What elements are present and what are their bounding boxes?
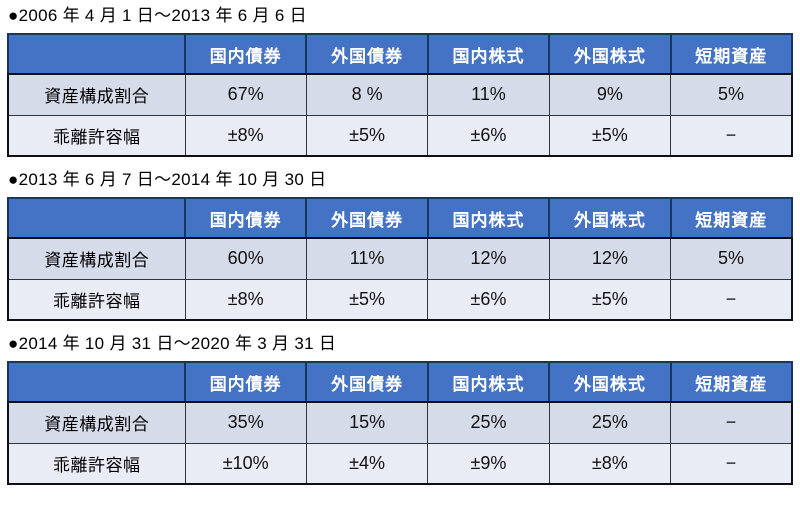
value-cell: 11% bbox=[305, 237, 429, 280]
table-row-tolerance: 乖離許容幅 ±8% ±5% ±6% ±5% − bbox=[7, 278, 793, 321]
column-header-foreign-stocks: 外国株式 bbox=[548, 361, 672, 403]
value-cell: ±5% bbox=[548, 278, 672, 321]
section-title: ●2013 年 6 月 7 日～2014 年 10 月 30 日 bbox=[8, 170, 327, 189]
row-label: 乖離許容幅 bbox=[7, 442, 186, 485]
row-label: 資産構成割合 bbox=[7, 401, 186, 444]
corner-cell bbox=[7, 33, 186, 75]
table-header-row: 国内債券 外国債券 国内株式 外国株式 短期資産 bbox=[7, 33, 794, 75]
value-cell: ±5% bbox=[305, 114, 429, 157]
value-cell: 25% bbox=[427, 401, 550, 444]
column-header-short-term-assets: 短期資産 bbox=[669, 33, 794, 75]
table-row-allocation: 資産構成割合 67% 8 % 11% 9% 5% bbox=[7, 73, 793, 116]
value-cell: 12% bbox=[548, 237, 672, 280]
corner-cell bbox=[7, 197, 186, 239]
value-cell: 9% bbox=[548, 73, 672, 116]
row-label: 資産構成割合 bbox=[7, 237, 186, 280]
column-header-foreign-stocks: 外国株式 bbox=[548, 197, 672, 239]
column-header-foreign-stocks: 外国株式 bbox=[548, 33, 672, 75]
value-cell: 5% bbox=[670, 73, 793, 116]
column-header-short-term-assets: 短期資産 bbox=[669, 197, 794, 239]
row-label: 乖離許容幅 bbox=[7, 114, 186, 157]
section-title: ●2006 年 4 月 1 日～2013 年 6 月 6 日 bbox=[8, 6, 307, 25]
value-cell: ±5% bbox=[548, 114, 672, 157]
value-cell: ±8% bbox=[548, 442, 672, 485]
table-header-row: 国内債券 外国債券 国内株式 外国株式 短期資産 bbox=[7, 197, 794, 239]
value-cell: 35% bbox=[184, 401, 307, 444]
value-cell: 67% bbox=[184, 73, 307, 116]
value-cell: 12% bbox=[427, 237, 550, 280]
section-title: ●2014 年 10 月 31 日～2020 年 3 月 31 日 bbox=[8, 334, 337, 353]
value-cell: ±4% bbox=[305, 442, 429, 485]
value-cell: 25% bbox=[548, 401, 672, 444]
column-header-domestic-stocks: 国内株式 bbox=[426, 361, 551, 403]
column-header-short-term-assets: 短期資産 bbox=[669, 361, 794, 403]
allocation-table: 国内債券 外国債券 国内株式 外国株式 短期資産 資産構成割合 60% 11% … bbox=[7, 197, 794, 321]
row-label: 乖離許容幅 bbox=[7, 278, 186, 321]
section-period-2: ●2013 年 6 月 7 日～2014 年 10 月 30 日 国内債券 外国… bbox=[7, 169, 794, 321]
section-period-3: ●2014 年 10 月 31 日～2020 年 3 月 31 日 国内債券 外… bbox=[7, 333, 794, 485]
column-header-domestic-stocks: 国内株式 bbox=[426, 197, 551, 239]
value-cell: 5% bbox=[670, 237, 793, 280]
column-header-foreign-bonds: 外国債券 bbox=[305, 197, 429, 239]
value-cell: − bbox=[670, 278, 793, 321]
value-cell: ±9% bbox=[427, 442, 550, 485]
table-row-allocation: 資産構成割合 35% 15% 25% 25% − bbox=[7, 401, 793, 444]
value-cell: − bbox=[670, 114, 793, 157]
table-row-tolerance: 乖離許容幅 ±8% ±5% ±6% ±5% − bbox=[7, 114, 793, 157]
row-label: 資産構成割合 bbox=[7, 73, 186, 116]
column-header-domestic-bonds: 国内債券 bbox=[183, 361, 308, 403]
allocation-table: 国内債券 外国債券 国内株式 外国株式 短期資産 資産構成割合 67% 8 % … bbox=[7, 33, 794, 157]
section-period-1: ●2006 年 4 月 1 日～2013 年 6 月 6 日 国内債券 外国債券… bbox=[7, 5, 794, 157]
value-cell: − bbox=[670, 442, 793, 485]
value-cell: 60% bbox=[184, 237, 307, 280]
value-cell: 8 % bbox=[305, 73, 429, 116]
table-row-allocation: 資産構成割合 60% 11% 12% 12% 5% bbox=[7, 237, 793, 280]
value-cell: ±5% bbox=[305, 278, 429, 321]
value-cell: ±8% bbox=[184, 278, 307, 321]
value-cell: ±8% bbox=[184, 114, 307, 157]
column-header-domestic-stocks: 国内株式 bbox=[426, 33, 551, 75]
table-row-tolerance: 乖離許容幅 ±10% ±4% ±9% ±8% − bbox=[7, 442, 793, 485]
value-cell: 15% bbox=[305, 401, 429, 444]
column-header-domestic-bonds: 国内債券 bbox=[183, 197, 308, 239]
value-cell: ±10% bbox=[184, 442, 307, 485]
value-cell: − bbox=[670, 401, 793, 444]
allocation-table: 国内債券 外国債券 国内株式 外国株式 短期資産 資産構成割合 35% 15% … bbox=[7, 361, 794, 485]
corner-cell bbox=[7, 361, 186, 403]
value-cell: ±6% bbox=[427, 278, 550, 321]
table-header-row: 国内債券 外国債券 国内株式 外国株式 短期資産 bbox=[7, 361, 794, 403]
value-cell: ±6% bbox=[427, 114, 550, 157]
column-header-foreign-bonds: 外国債券 bbox=[305, 361, 429, 403]
column-header-domestic-bonds: 国内債券 bbox=[183, 33, 308, 75]
column-header-foreign-bonds: 外国債券 bbox=[305, 33, 429, 75]
value-cell: 11% bbox=[427, 73, 550, 116]
